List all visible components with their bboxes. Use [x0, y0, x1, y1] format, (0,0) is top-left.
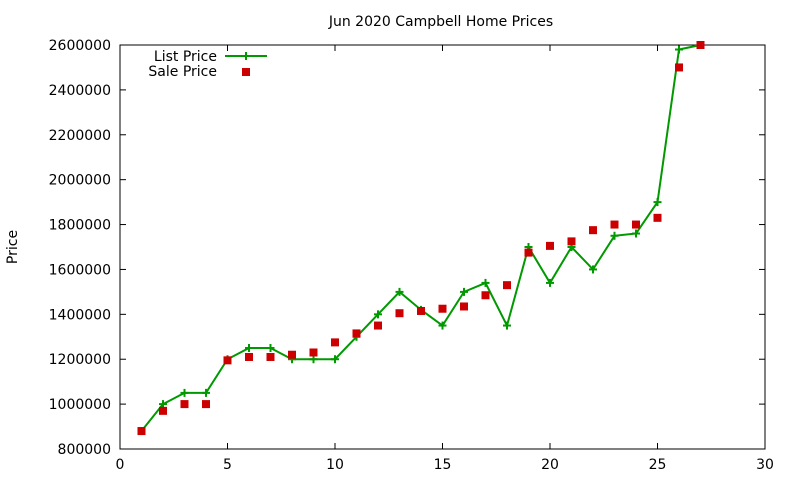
sale-price-point [223, 356, 232, 365]
sale-price-point [546, 241, 554, 250]
sale-price-point [309, 348, 318, 357]
sale-price-point [503, 281, 511, 290]
plot-frame [119, 44, 766, 450]
sale-price-point [438, 304, 447, 313]
list-price-point [309, 355, 318, 364]
list-price-line [140, 44, 701, 432]
x-tick-label: 0 [116, 457, 125, 473]
sale-price-point [610, 220, 619, 229]
sale-price-point [524, 248, 533, 257]
list-price-point [438, 321, 447, 330]
sale-price-point [567, 237, 576, 246]
sale-price-point [653, 213, 662, 222]
sale-price-point [180, 400, 189, 409]
sale-price-point [675, 63, 683, 72]
x-tick-label: 15 [434, 457, 452, 473]
chart-title: Jun 2020 Campbell Home Prices [328, 14, 553, 30]
series-group [137, 41, 705, 436]
list-price-point [675, 45, 683, 54]
sale-price-point [288, 350, 296, 359]
list-price-point [460, 287, 468, 296]
legend-label-list-price: List Price [154, 49, 217, 65]
y-tick-label: 2400000 [49, 83, 111, 99]
sale-price-point [352, 329, 361, 338]
list-price-point [180, 388, 189, 397]
legend-swatch-sale-square [242, 68, 250, 76]
x-tick-label: 20 [541, 457, 559, 473]
sale-price-point [202, 400, 210, 409]
sale-price-point [137, 427, 146, 436]
list-price-point [632, 229, 640, 238]
legend-label-sale-price: Sale Price [148, 64, 217, 80]
y-tick-label: 1800000 [49, 218, 111, 234]
y-tick-label: 1000000 [49, 397, 111, 413]
list-price-point [481, 278, 490, 287]
y-tick-label: 2600000 [49, 38, 111, 54]
sale-price-point [460, 302, 468, 311]
sale-price-point [417, 306, 425, 315]
sale-price-point [481, 291, 490, 300]
y-axis-label: Price [5, 230, 21, 264]
y-tick-label: 1200000 [49, 352, 111, 368]
list-price-point [589, 265, 597, 274]
sale-price-point [589, 226, 597, 235]
list-price-point [503, 321, 511, 330]
sale-price-point [245, 352, 253, 361]
list-price-point [653, 198, 662, 207]
list-price-point [374, 310, 382, 319]
list-price-point [546, 278, 554, 287]
y-tick-label: 800000 [58, 442, 111, 458]
list-price-point [159, 400, 167, 409]
y-tick-label: 2200000 [49, 128, 111, 144]
x-tick-label: 25 [649, 457, 667, 473]
list-price-point [202, 388, 210, 397]
sale-price-point [696, 41, 705, 49]
sale-price-point [374, 321, 382, 330]
list-price-point [395, 287, 404, 296]
list-price-point [610, 231, 619, 240]
sale-price-point [159, 406, 167, 415]
x-tick-label: 30 [756, 457, 774, 473]
y-tick-label: 1400000 [49, 307, 111, 323]
y-tick-label: 2000000 [49, 173, 111, 189]
sale-price-point [632, 220, 640, 229]
x-tick-label: 10 [326, 457, 344, 473]
list-price-point [331, 355, 339, 364]
sale-price-point [266, 352, 275, 361]
sale-price-point [331, 338, 339, 347]
y-tick-label: 1600000 [49, 262, 111, 278]
axes: 0 5 10 15 20 25 30 800000 1000000 1200000 1400000 1… [49, 38, 774, 473]
list-price-point [245, 344, 253, 352]
sale-price-point [395, 309, 404, 318]
x-tick-label: 5 [223, 457, 232, 473]
list-price-point [266, 344, 275, 352]
